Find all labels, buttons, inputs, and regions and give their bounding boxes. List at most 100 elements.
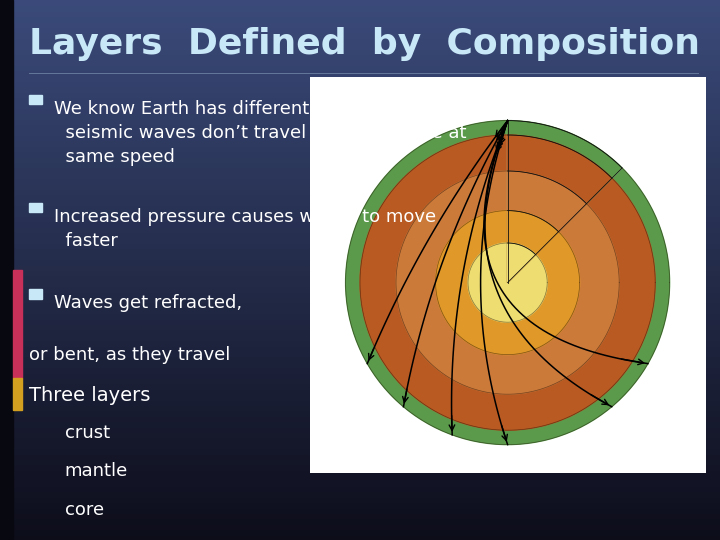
Bar <box>0 350 720 356</box>
Bar <box>0 469 720 475</box>
Bar <box>0 183 720 189</box>
Bar <box>0 367 720 373</box>
Bar <box>0 318 720 324</box>
Bar <box>0 512 720 518</box>
Bar <box>0 64 720 70</box>
Wedge shape <box>508 171 587 282</box>
Bar <box>29 289 42 299</box>
Bar <box>0 113 720 119</box>
Bar <box>0 313 720 319</box>
Bar <box>0 248 720 254</box>
Bar <box>0 431 720 437</box>
Bar <box>0 172 720 178</box>
Bar <box>0 399 720 405</box>
Bar <box>0 334 720 340</box>
Bar <box>0 226 720 232</box>
Bar <box>0 523 720 529</box>
Bar <box>0 361 720 367</box>
Bar <box>0 118 720 124</box>
Bar <box>0 280 720 286</box>
Bar <box>0 388 720 394</box>
Bar <box>0 448 720 454</box>
Bar <box>0 199 720 205</box>
Bar <box>0 91 720 97</box>
Text: Waves get refracted,: Waves get refracted, <box>54 294 242 312</box>
Bar <box>0 372 720 378</box>
Bar <box>0 491 720 497</box>
Wedge shape <box>508 135 612 282</box>
Bar <box>0 421 720 427</box>
Text: or bent, as they travel: or bent, as they travel <box>29 346 230 363</box>
Bar <box>0 415 720 421</box>
Bar <box>0 458 720 464</box>
Bar <box>0 534 720 540</box>
Bar <box>0 178 720 184</box>
Bar <box>0 302 720 308</box>
Bar <box>0 37 720 43</box>
Bar <box>0 485 720 491</box>
Bar <box>0 253 720 259</box>
Bar <box>0 356 720 362</box>
Bar <box>0 480 720 486</box>
Bar <box>0 242 720 248</box>
Bar <box>0 394 720 400</box>
Bar <box>0 275 720 281</box>
Bar <box>0 5 720 11</box>
Bar <box>0 16 720 22</box>
Circle shape <box>396 171 619 394</box>
Bar <box>0 59 720 65</box>
Bar <box>0 194 720 200</box>
Bar <box>29 94 42 104</box>
Bar <box>0 442 720 448</box>
Bar <box>0 496 720 502</box>
Wedge shape <box>508 211 559 282</box>
Bar <box>0 340 720 346</box>
Bar <box>0 529 720 535</box>
Bar <box>0 323 720 329</box>
Bar <box>0 129 720 135</box>
Bar <box>0 464 720 470</box>
Bar <box>0 215 720 221</box>
Bar <box>0 140 720 146</box>
Bar <box>0 205 720 211</box>
Bar <box>0 404 720 410</box>
Bar <box>0 437 720 443</box>
Text: Three layers: Three layers <box>29 386 150 405</box>
Bar <box>0 232 720 238</box>
Bar <box>0 80 720 86</box>
Circle shape <box>468 243 547 322</box>
Bar <box>0 507 720 513</box>
Text: Layers  Defined  by  Composition: Layers Defined by Composition <box>29 27 700 61</box>
Bar <box>0 210 720 216</box>
Bar <box>0 307 720 313</box>
Bar <box>0 26 720 32</box>
Circle shape <box>360 135 655 430</box>
Bar <box>0 32 720 38</box>
Bar <box>0 0 13 540</box>
Bar <box>0 237 720 243</box>
Bar <box>0 70 720 76</box>
Bar <box>0 410 720 416</box>
Bar <box>0 134 720 140</box>
Bar <box>0 161 720 167</box>
Bar <box>0 383 720 389</box>
Bar <box>0 167 720 173</box>
Bar <box>0 329 720 335</box>
Bar <box>0 221 720 227</box>
Bar <box>0 124 720 130</box>
Bar <box>0 259 720 265</box>
Text: mantle: mantle <box>65 462 128 480</box>
Circle shape <box>436 211 580 355</box>
FancyBboxPatch shape <box>304 72 711 479</box>
Bar <box>0 21 720 27</box>
Bar <box>13 378 22 410</box>
Bar <box>0 502 720 508</box>
Bar <box>0 269 720 275</box>
Wedge shape <box>508 117 625 282</box>
Bar <box>29 202 42 212</box>
Bar <box>0 107 720 113</box>
Bar <box>0 97 720 103</box>
Wedge shape <box>508 120 622 282</box>
Bar <box>0 475 720 481</box>
Bar <box>0 453 720 459</box>
